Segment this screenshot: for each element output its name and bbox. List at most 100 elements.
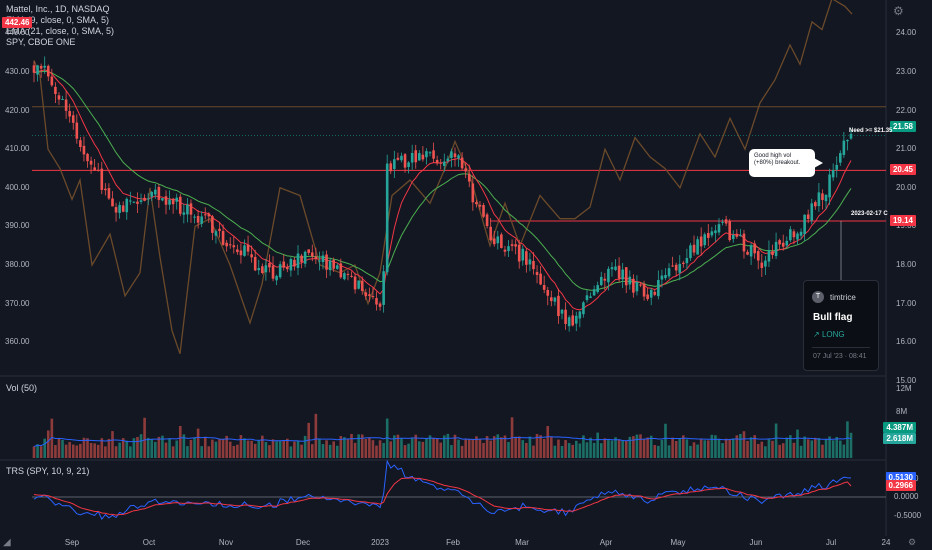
volume-bar xyxy=(496,434,500,458)
volume-bar xyxy=(186,446,189,458)
gear-icon[interactable]: ⚙ xyxy=(893,4,904,18)
author-name[interactable]: timtrice xyxy=(830,293,856,302)
volume-bar xyxy=(46,430,50,458)
candle-body xyxy=(778,240,781,245)
legend-ema9: EMA (9, close, 0, SMA, 5) xyxy=(6,15,110,25)
volume-bar xyxy=(806,439,810,458)
left-axis-tick: 420.00 xyxy=(5,105,30,115)
volume-bar xyxy=(43,438,47,458)
candle-body xyxy=(353,276,357,290)
candle-body xyxy=(485,214,489,227)
volume-bar xyxy=(717,438,721,458)
candle-body xyxy=(253,256,257,271)
volume-bar xyxy=(168,438,171,458)
volume-bar xyxy=(421,441,425,458)
volume-bar xyxy=(724,438,728,458)
volume-bar xyxy=(296,440,300,458)
volume-bar xyxy=(642,438,646,458)
idea-card[interactable]: T timtrice Bull flag ↗ LONG 07 Jul '23 ·… xyxy=(803,280,879,371)
volume-bar xyxy=(628,436,632,458)
volume-bar xyxy=(375,445,378,458)
volume-bar xyxy=(164,442,168,458)
volume-bar xyxy=(450,445,453,458)
volume-bar xyxy=(731,438,735,458)
volume-bar xyxy=(653,445,657,458)
candle-body xyxy=(553,297,557,302)
annotation-callout[interactable]: Good high vol (+80%) breakout. xyxy=(749,149,823,177)
candle-body xyxy=(803,214,806,235)
right-axis-tick: 23.00 xyxy=(896,67,917,76)
volume-bar xyxy=(282,440,286,458)
volume-bar xyxy=(439,442,443,458)
volume-bar xyxy=(310,444,314,458)
volume-bar xyxy=(393,435,396,458)
volume-bar xyxy=(414,434,418,458)
volume-bar xyxy=(574,440,578,458)
candle-body xyxy=(756,251,760,261)
candle-body xyxy=(535,271,539,275)
right-axis-tick: 17.00 xyxy=(896,298,917,308)
time-axis-tick: 2023 xyxy=(371,538,389,547)
volume-bar xyxy=(785,437,789,458)
volume-bar xyxy=(196,428,200,458)
volume-bar xyxy=(264,441,268,458)
candle-body xyxy=(742,233,746,252)
volume-bar xyxy=(211,439,214,458)
candle-body xyxy=(332,260,335,269)
volume-bar xyxy=(492,436,496,458)
price-tag-last: 21.58 xyxy=(889,120,916,132)
candle-body xyxy=(582,302,585,315)
candle-body xyxy=(171,198,175,205)
volume-bar xyxy=(428,435,432,458)
volume-ma-tag: 2.618M xyxy=(883,433,916,444)
volume-bar xyxy=(796,429,799,458)
candle-body xyxy=(539,273,542,285)
volume-bar xyxy=(728,439,731,458)
volume-bar xyxy=(146,437,150,458)
candle-body xyxy=(721,221,724,223)
candle-body xyxy=(517,244,521,262)
candle-body xyxy=(32,65,36,73)
candle-body xyxy=(371,296,375,298)
volume-bar xyxy=(253,443,257,458)
volume-bar xyxy=(678,438,682,458)
candle-body xyxy=(760,262,764,269)
candle-body xyxy=(632,278,635,293)
candle-body xyxy=(817,192,821,207)
volume-bar xyxy=(75,445,79,458)
volume-bar xyxy=(571,444,575,458)
right-axis-tick: 20.00 xyxy=(896,182,917,192)
candle-body xyxy=(678,263,682,273)
candle-body xyxy=(814,202,817,207)
candle-body xyxy=(532,260,535,270)
settings-icon[interactable]: ⚙ xyxy=(908,537,917,547)
idea-title: Bull flag xyxy=(813,312,853,323)
left-axis-tick: 360.00 xyxy=(5,337,30,347)
candle-body xyxy=(200,216,203,224)
volume-bar xyxy=(289,446,293,458)
volume-ma-series xyxy=(33,436,852,447)
trs-slow-tag: 0.2966 xyxy=(885,480,916,492)
volume-bar xyxy=(582,435,585,458)
candle-body xyxy=(400,155,403,161)
candle-body xyxy=(310,252,314,257)
candle-body xyxy=(225,242,228,247)
candle-body xyxy=(321,255,325,263)
right-axis-tick: 18.00 xyxy=(896,260,917,269)
candle-body xyxy=(296,253,300,268)
volume-bar xyxy=(271,439,275,458)
left-axis-tick: 390.00 xyxy=(5,221,30,231)
volume-bar xyxy=(546,426,550,458)
volume-bar xyxy=(667,445,671,458)
volume-bar xyxy=(364,439,368,458)
volume-bar xyxy=(721,443,724,458)
candle-body xyxy=(453,153,457,158)
right-axis-tick: 16.00 xyxy=(896,337,917,347)
volume-bar xyxy=(660,439,664,458)
candle-body xyxy=(193,216,196,218)
candle-body xyxy=(100,168,104,190)
candle-body xyxy=(460,157,464,169)
candle-body xyxy=(228,244,232,246)
volume-bar xyxy=(835,436,839,458)
